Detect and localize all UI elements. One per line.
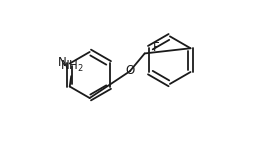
Text: O: O [126,64,135,77]
Text: F: F [153,41,159,54]
Text: N: N [58,56,67,69]
Text: NH$_2$: NH$_2$ [60,59,83,74]
